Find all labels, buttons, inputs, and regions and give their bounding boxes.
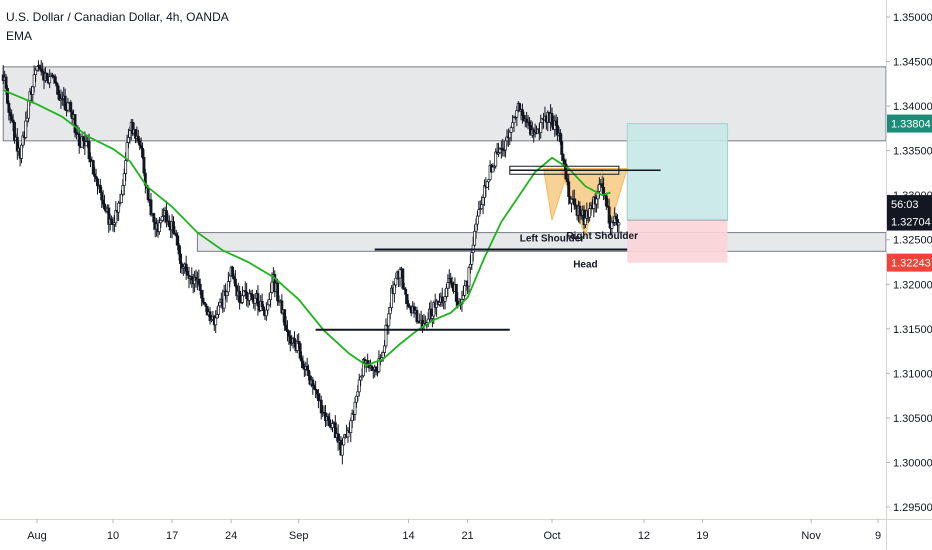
x-tick-label: 9 [875, 530, 881, 542]
price-tag-price[interactable]: 1.32704 [887, 212, 932, 231]
stop-zone[interactable] [627, 220, 728, 263]
chart-title: U.S. Dollar / Canadian Dollar, 4h, OANDA [6, 10, 229, 24]
y-tick-label: 1.30500 [893, 413, 932, 425]
price-tag-label: 1.32704 [891, 217, 931, 229]
x-tick-label: Oct [543, 530, 560, 542]
target-zone[interactable] [626, 123, 729, 221]
x-tick-label: 14 [402, 530, 414, 542]
ema-layer [2, 89, 611, 367]
y-tick-label: 1.34000 [893, 101, 932, 113]
left-shoulder-shape[interactable] [542, 167, 570, 221]
lines-layer [315, 165, 661, 331]
x-tick-label: 24 [225, 530, 237, 542]
price-tag-label: 56:03 [891, 199, 919, 211]
y-tick-label: 1.30000 [893, 457, 932, 469]
y-tick-label: 1.33500 [893, 146, 932, 158]
zones-layer [2, 66, 887, 252]
x-tick-label: 12 [638, 530, 650, 542]
x-tick-label: 19 [696, 530, 708, 542]
price-tag-label: 1.33804 [891, 119, 931, 131]
x-tick-label: 17 [166, 530, 178, 542]
y-tick-label: 1.34500 [893, 57, 932, 69]
annotation-label[interactable]: Left Shoulder [520, 234, 585, 245]
x-tick-label: Nov [801, 530, 821, 542]
x-tick-label: 10 [107, 530, 119, 542]
price-tag-label: 1.32243 [891, 258, 931, 270]
neckline-box[interactable] [509, 165, 620, 175]
price-tags: 1.33804 56:03 1.32704 1.32243 [887, 114, 932, 272]
price-tag-target[interactable]: 1.33804 [887, 114, 932, 133]
x-tick-label: 21 [461, 530, 473, 542]
position-layer [626, 123, 729, 263]
candle [617, 222, 621, 234]
x-tick-label: Aug [27, 530, 47, 542]
x-tick-label: Sep [289, 530, 309, 542]
annotation-label[interactable]: Head [573, 259, 597, 270]
price-tag-stop[interactable]: 1.32243 [887, 253, 932, 272]
price-tag-countdown[interactable]: 56:03 [887, 195, 932, 214]
indicator-label[interactable]: EMA [6, 29, 32, 43]
candle [401, 268, 405, 290]
ema-line[interactable] [2, 89, 611, 367]
annotation-label[interactable]: Right Shoulder [566, 231, 638, 242]
candle [91, 159, 95, 176]
y-tick-label: 1.29500 [893, 502, 932, 514]
candle [485, 181, 489, 189]
candle [298, 341, 302, 361]
y-tick-label: 1.32500 [893, 235, 932, 247]
x-axis-ticks[interactable]: Aug 10 17 24 Sep 14 21 Oct 12 19 Nov 9 [27, 519, 881, 542]
resistance-zone-1[interactable] [2, 66, 887, 142]
y-tick-label: 1.32000 [893, 279, 932, 291]
y-tick-label: 1.31500 [893, 324, 932, 336]
y-tick-label: 1.35000 [893, 12, 932, 24]
y-axis-ticks[interactable]: 1.350001.345001.340001.335001.330001.325… [886, 12, 932, 514]
y-tick-label: 1.31000 [893, 368, 932, 380]
